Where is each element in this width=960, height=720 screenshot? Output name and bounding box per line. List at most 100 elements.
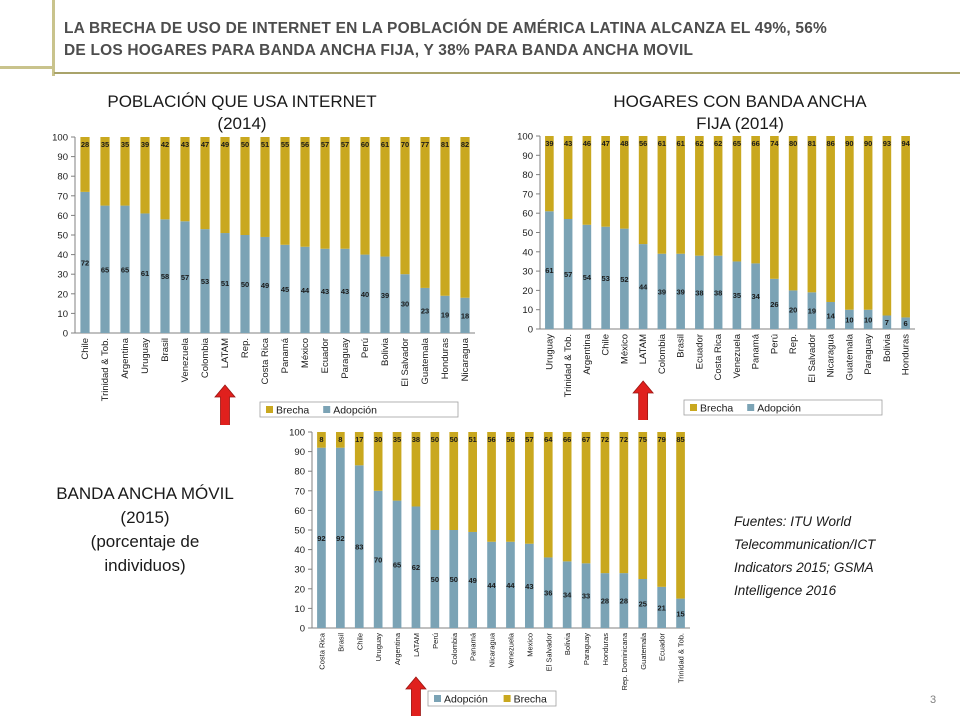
data-label-brecha: 57 (525, 435, 533, 444)
category-label: Guatemala (639, 632, 648, 670)
y-tick-label: 20 (294, 584, 305, 595)
category-label: Trinidad & Tob. (563, 334, 574, 397)
data-label-adopcion: 7 (885, 318, 889, 327)
data-label-adopcion: 50 (431, 575, 439, 584)
bar-brecha (601, 136, 610, 227)
legend-swatch (266, 406, 273, 413)
data-label-brecha: 35 (393, 435, 401, 444)
bar-adopcion (320, 248, 330, 333)
y-tick-label: 100 (289, 428, 305, 439)
data-label-adopcion: 35 (733, 291, 741, 300)
category-label: Brasil (676, 334, 687, 358)
category-label: Rep. (240, 338, 251, 358)
sources-line2: Telecommunication/ICT (734, 537, 876, 552)
bar-brecha (582, 136, 592, 225)
category-label: Costa Rica (713, 333, 724, 380)
bar-adopcion (336, 447, 345, 628)
bar-brecha (468, 432, 477, 532)
side-label-line2: (2015) (120, 508, 170, 527)
bar-brecha (240, 137, 250, 235)
data-label-brecha: 55 (281, 140, 289, 149)
y-tick-label: 0 (300, 624, 305, 635)
bar-brecha (220, 137, 230, 234)
data-label-brecha: 61 (676, 139, 684, 148)
page-title-line2: DE LOS HOGARES PARA BANDA ANCHA FIJA, Y … (64, 42, 694, 59)
bar-brecha (901, 136, 910, 318)
legend-swatch (503, 695, 511, 702)
data-label-adopcion: 39 (676, 287, 684, 296)
bar-brecha (543, 432, 553, 558)
data-label-brecha: 65 (733, 139, 741, 148)
sources-line4: Intelligence 2016 (734, 583, 837, 598)
bar-adopcion (543, 557, 553, 628)
y-tick-label: 30 (57, 270, 68, 281)
data-label-adopcion: 53 (201, 277, 209, 286)
category-label: Mexico (525, 633, 534, 657)
category-label: Honduras (901, 334, 912, 375)
data-label-brecha: 8 (319, 435, 323, 444)
bar-brecha (430, 432, 440, 530)
bar-adopcion (120, 205, 130, 333)
legend: Brecha Adopción (259, 401, 459, 418)
category-label: Argentina (120, 337, 131, 378)
legend-label: Brecha (514, 694, 547, 706)
category-label: Rep. Dominicana (620, 632, 629, 690)
category-label: Perú (431, 633, 440, 649)
data-label-brecha: 85 (676, 435, 684, 444)
bar-brecha (845, 136, 854, 310)
data-label-brecha: 61 (381, 140, 389, 149)
category-label: LATAM (412, 633, 421, 657)
data-label-brecha: 17 (355, 435, 363, 444)
y-tick-label: 50 (522, 228, 533, 239)
data-label-adopcion: 53 (601, 274, 609, 283)
data-label-brecha: 79 (657, 435, 665, 444)
bar-brecha (360, 137, 370, 255)
bar-brecha (160, 137, 170, 220)
data-label-brecha: 51 (468, 435, 476, 444)
bar-adopcion (449, 530, 459, 628)
bar-brecha (807, 136, 817, 293)
bar-adopcion (400, 274, 410, 333)
side-label-line1: BANDA ANCHA MÓVIL (56, 484, 234, 503)
bar-adopcion (563, 218, 573, 329)
data-label-adopcion: 10 (845, 315, 853, 324)
category-label: Honduras (601, 633, 610, 666)
category-label: Ecuador (658, 633, 667, 661)
y-tick-label: 80 (294, 467, 305, 478)
bar-adopcion (280, 244, 290, 333)
bar-adopcion (638, 579, 648, 628)
bar-brecha (525, 432, 534, 544)
data-label-adopcion: 43 (525, 582, 533, 591)
y-tick-label: 40 (57, 250, 68, 261)
data-label-adopcion: 44 (487, 581, 496, 590)
data-label-adopcion: 43 (321, 287, 329, 296)
bar-brecha (657, 432, 666, 587)
data-label-adopcion: 45 (281, 285, 289, 294)
data-label-brecha: 50 (431, 435, 439, 444)
data-label-adopcion: 72 (81, 258, 89, 267)
data-label-adopcion: 57 (564, 270, 572, 279)
bar-brecha (420, 137, 430, 288)
data-label-brecha: 28 (81, 140, 89, 149)
category-label: El Salvador (544, 633, 553, 672)
bar-brecha (340, 137, 350, 249)
bar-brecha (638, 136, 648, 245)
bar-adopcion (807, 292, 817, 329)
data-label-brecha: 66 (751, 139, 759, 148)
bar-adopcion (788, 290, 798, 329)
data-label-adopcion: 50 (450, 575, 458, 584)
data-label-brecha: 57 (341, 140, 349, 149)
bar-brecha (545, 136, 554, 212)
data-label-adopcion: 44 (506, 581, 515, 590)
data-label-adopcion: 14 (826, 311, 835, 320)
legend-box (427, 690, 557, 707)
y-tick-label: 60 (522, 209, 533, 220)
bar-adopcion (392, 500, 402, 628)
data-label-brecha: 56 (639, 139, 647, 148)
y-tick-label: 0 (528, 325, 533, 336)
data-label-adopcion: 92 (317, 534, 325, 543)
bar-adopcion (460, 297, 470, 333)
data-label-adopcion: 43 (341, 287, 349, 296)
bar-brecha (440, 137, 450, 296)
side-label-movil: BANDA ANCHA MÓVIL (2015) (porcentaje de … (40, 482, 250, 578)
